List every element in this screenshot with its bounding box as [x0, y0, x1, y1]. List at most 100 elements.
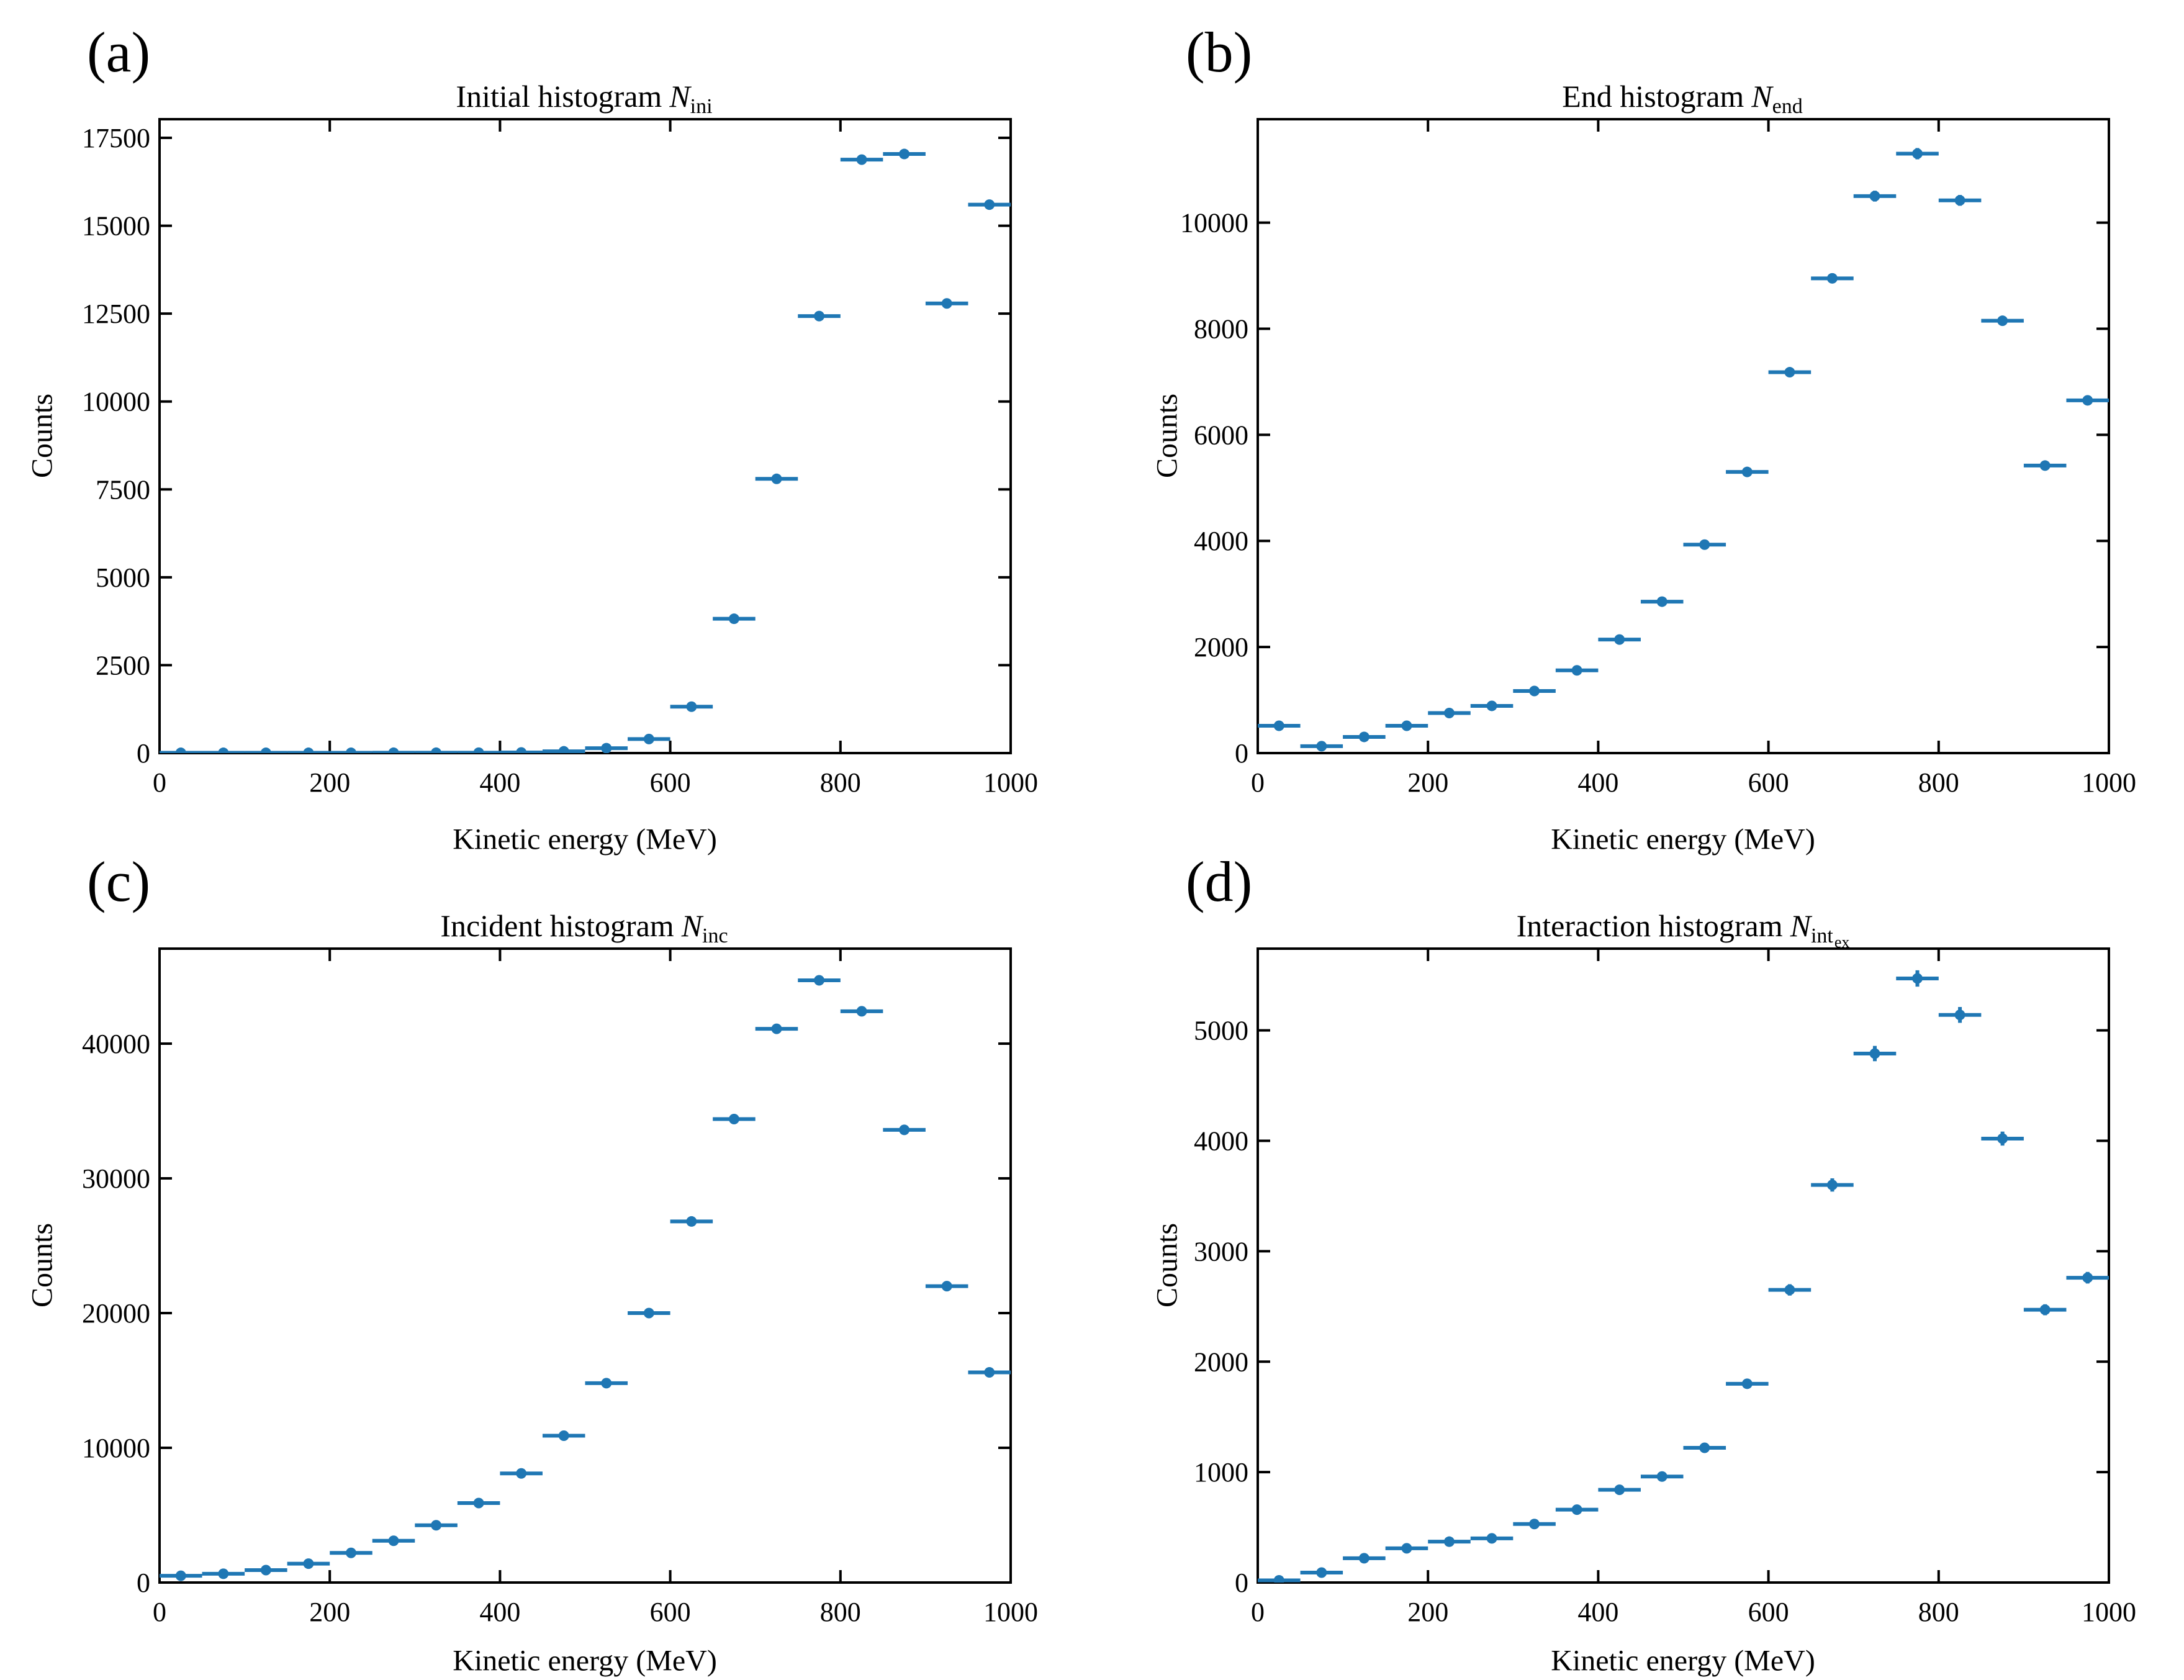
data-point [260, 1565, 271, 1576]
y-tick-label: 5000 [96, 562, 150, 593]
axes-frame [1257, 118, 2110, 754]
data-point [643, 733, 654, 744]
y-tick-label: 10000 [1180, 208, 1248, 238]
data-point [260, 747, 271, 753]
x-tick-label: 400 [1577, 1597, 1618, 1627]
data-point [899, 148, 910, 160]
x-tick-label: 200 [309, 767, 350, 798]
title-text: Initial histogram [456, 79, 662, 114]
data-point [473, 747, 484, 753]
x-axis-label-d: Kinetic energy (MeV) [1551, 1644, 1815, 1678]
y-tick-label: 1000 [1194, 1457, 1248, 1488]
data-point [1614, 634, 1625, 645]
data-point [643, 1307, 654, 1319]
y-tick-label: 30000 [82, 1163, 150, 1194]
x-tick-label: 600 [1748, 767, 1789, 798]
data-point [218, 747, 229, 753]
y-tick-label: 12500 [82, 299, 150, 329]
x-tick-label: 200 [1407, 767, 1448, 798]
x-tick-label: 600 [650, 1597, 691, 1627]
y-tick-label: 17500 [82, 123, 150, 153]
data-point [1997, 315, 2008, 327]
y-tick-label: 6000 [1194, 420, 1248, 450]
data-point [1826, 1180, 1838, 1191]
data-point [1699, 539, 1710, 550]
data-point [856, 1006, 867, 1017]
data-point [1486, 1533, 1497, 1544]
data-point [1656, 1471, 1667, 1482]
x-axis-label-c: Kinetic energy (MeV) [453, 1644, 717, 1678]
data-point [1614, 1484, 1625, 1496]
y-tick-label: 40000 [82, 1029, 150, 1059]
x-tick-label: 200 [309, 1597, 350, 1627]
y-axis-label-a: Counts [25, 393, 59, 479]
x-tick-label: 400 [1577, 767, 1618, 798]
data-point [218, 1568, 229, 1579]
y-tick-label: 10000 [82, 1433, 150, 1463]
data-point [728, 613, 739, 625]
title-text: Interaction histogram [1516, 908, 1783, 943]
x-tick-label: 800 [820, 1597, 861, 1627]
x-tick-label: 800 [1918, 767, 1959, 798]
x-tick-label: 0 [153, 1597, 166, 1627]
data-point [1571, 1504, 1582, 1515]
data-point [1912, 148, 1923, 160]
x-tick-label: 0 [1251, 1597, 1265, 1627]
title-text: End histogram [1562, 79, 1744, 114]
y-tick-label: 4000 [1194, 526, 1248, 556]
chart-title-b: End histogram Nend [1562, 78, 1803, 117]
data-point [1358, 731, 1370, 743]
x-tick-label: 0 [153, 767, 166, 798]
title-symbol: N [1751, 79, 1772, 114]
data-point [2082, 1272, 2093, 1283]
y-tick-label: 2000 [1194, 1347, 1248, 1377]
data-point [1401, 720, 1412, 731]
x-tick-label: 600 [650, 767, 691, 798]
x-tick-label: 1000 [983, 767, 1038, 798]
data-series [160, 975, 1011, 1581]
data-point [431, 1520, 442, 1531]
panel-d-plot: 0 200 400 600 800 1000 0 1000 2000 3000 4000 5000 [1194, 947, 2136, 1627]
y-tick-label: 0 [137, 1568, 150, 1598]
data-point [1699, 1442, 1710, 1453]
chart-title-d: Interaction histogram Nintex [1516, 908, 1850, 951]
x-tick-label: 200 [1407, 1597, 1448, 1627]
y-tick-label: 2000 [1194, 632, 1248, 662]
panel-a-plot: 0 200 400 600 800 100002500500075001000012500… [82, 118, 1038, 798]
data-point [1784, 367, 1795, 378]
data-point [941, 1281, 952, 1292]
y-tick-label: 0 [137, 738, 150, 769]
y-axis-label-d: Counts [1150, 1222, 1184, 1308]
x-axis-label-a: Kinetic energy (MeV) [453, 823, 717, 856]
data-series [1258, 148, 2109, 752]
data-point [175, 747, 186, 753]
data-point [1529, 685, 1540, 697]
title-symbol: N [681, 908, 703, 943]
data-point [345, 1547, 356, 1558]
y-tick-label: 5000 [1194, 1016, 1248, 1046]
x-tick-label: 400 [479, 1597, 520, 1627]
panel-letter-d: (d) [1186, 850, 1253, 913]
chart-title-c: Incident histogram Ninc [440, 908, 729, 947]
data-point [431, 747, 442, 753]
data-point [1571, 665, 1582, 676]
data-point [1826, 273, 1838, 284]
data-point [1273, 720, 1284, 731]
axes-frame [158, 947, 1012, 1584]
data-point [1486, 700, 1497, 711]
title-subscript: inc [702, 924, 728, 947]
data-point [516, 1468, 527, 1479]
y-tick-label: 0 [1235, 738, 1248, 769]
chart-title-a: Initial histogram Nini [456, 78, 713, 117]
data-point [1358, 1553, 1370, 1564]
data-point [1869, 1048, 1880, 1059]
data-point [1741, 466, 1753, 477]
data-point [771, 473, 782, 484]
data-point [1529, 1519, 1540, 1530]
x-axis-label-b: Kinetic energy (MeV) [1551, 823, 1815, 856]
data-point [388, 747, 399, 753]
data-point [1869, 191, 1880, 202]
